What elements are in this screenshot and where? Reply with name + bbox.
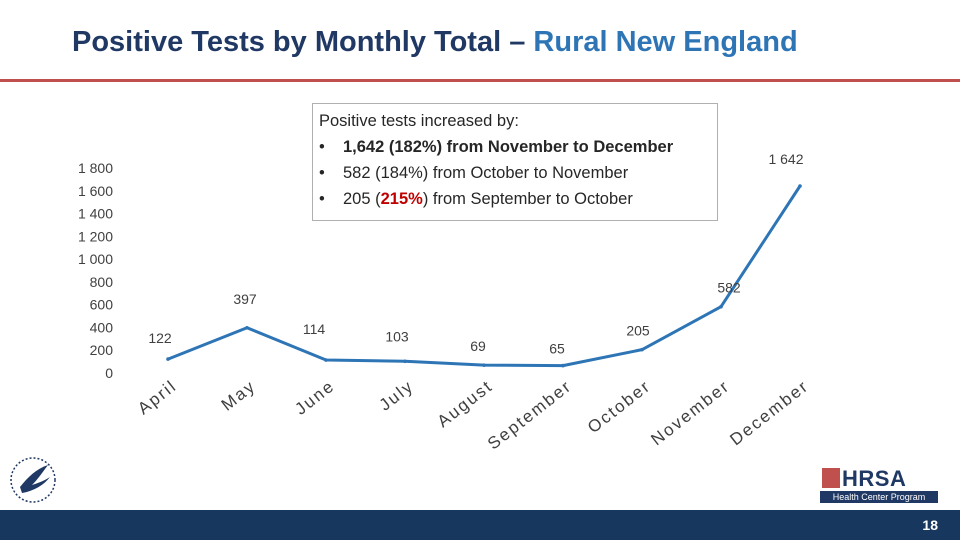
y-tick-label: 1 800 <box>78 160 113 176</box>
data-point <box>561 363 565 368</box>
y-tick-label: 1 200 <box>78 228 113 244</box>
x-tick-label: December <box>726 376 812 449</box>
hrsa-subtitle: Health Center Program <box>820 491 938 503</box>
footer-bar: 18 <box>0 510 960 540</box>
callout-point-1-text: 1,642 (182%) from November to December <box>343 138 674 156</box>
x-tick-label: July <box>376 376 418 415</box>
title-divider <box>0 79 960 82</box>
x-tick-label: September <box>484 376 575 453</box>
callout-point-2: • 582 (184%) from October to November <box>319 160 711 186</box>
hrsa-logo: HRSA Health Center Program <box>820 466 940 506</box>
x-tick-label: April <box>134 376 180 418</box>
data-point <box>719 304 723 309</box>
x-tick-label: October <box>584 376 654 437</box>
callout-point-3: • 205 (215%) from September to October <box>319 186 711 212</box>
data-label: 114 <box>303 321 326 337</box>
y-tick-label: 1 400 <box>78 206 113 222</box>
title-main: Positive Tests by Monthly Total – <box>72 26 534 58</box>
bullet-icon: • <box>319 164 325 182</box>
y-tick-label: 600 <box>90 297 114 313</box>
data-label: 582 <box>717 280 741 296</box>
data-label: 1 642 <box>768 151 803 167</box>
house-icon <box>822 468 840 488</box>
callout-point-3-post: ) from September to October <box>422 190 633 208</box>
title-accent: Rural New England <box>533 26 798 58</box>
increase-callout: Positive tests increased by: • 1,642 (182… <box>312 103 718 221</box>
hrsa-wordmark: HRSA <box>842 466 907 491</box>
data-point <box>324 358 328 362</box>
callout-point-1: • 1,642 (182%) from November to December <box>319 134 711 160</box>
x-tick-label: May <box>218 376 260 414</box>
x-tick-label: November <box>647 376 733 449</box>
data-point <box>798 184 802 188</box>
data-label: 397 <box>233 291 257 307</box>
data-label: 103 <box>385 328 409 344</box>
y-tick-label: 200 <box>90 342 114 358</box>
data-label: 65 <box>549 341 565 357</box>
bullet-icon: • <box>319 190 325 208</box>
data-label: 205 <box>626 323 650 339</box>
callout-point-3-highlight: 215% <box>380 190 423 208</box>
y-tick-label: 1 000 <box>78 251 113 267</box>
line-chart: 0 200 400 600 800 1 000 1 200 1 400 1 600 1 800 12… <box>78 151 813 453</box>
callout-lead: Positive tests increased by: <box>319 112 519 130</box>
y-tick-label: 400 <box>90 319 114 335</box>
x-tick-label: June <box>291 376 338 419</box>
y-tick-label: 0 <box>105 365 113 381</box>
data-point <box>245 325 249 330</box>
page-number: 18 <box>922 517 938 533</box>
y-tick-label: 800 <box>90 274 114 290</box>
data-label: 122 <box>148 330 172 346</box>
data-point <box>482 363 486 367</box>
callout-point-2-text: 582 (184%) from October to November <box>343 164 629 182</box>
data-point <box>640 347 644 352</box>
data-point <box>403 359 407 364</box>
y-tick-label: 1 600 <box>78 183 113 199</box>
callout-point-3-pre: 205 ( <box>343 190 381 208</box>
bullet-icon: • <box>319 138 325 156</box>
page-title: Positive Tests by Monthly Total – Rural … <box>72 26 798 59</box>
data-label: 69 <box>470 338 486 354</box>
data-point <box>166 357 170 361</box>
x-tick-label: August <box>434 376 497 431</box>
hhs-seal-logo <box>10 457 56 503</box>
